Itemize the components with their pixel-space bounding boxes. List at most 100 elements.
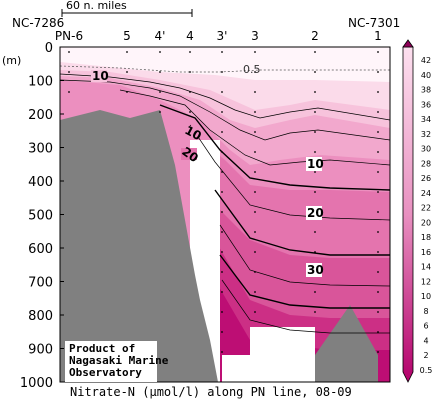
sample-dot	[159, 111, 161, 113]
colorbar-label: 38	[421, 86, 431, 95]
station-label: 4'	[155, 29, 166, 43]
sample-dot	[221, 151, 223, 153]
sample-dot	[189, 91, 191, 93]
contour-label: 10	[307, 157, 324, 171]
contour-label: 10	[92, 69, 109, 83]
colorbar-label: 26	[421, 174, 431, 183]
colorbar-label: 32	[421, 130, 431, 139]
credit-box: Product of Nagasaki Marine Observatory	[65, 341, 169, 382]
contour-line	[219, 254, 390, 309]
colorbar-labels: 424038363432302826242220181614121086420.…	[420, 56, 433, 375]
end-station-id: NC-7301	[348, 16, 400, 30]
sample-dot	[314, 111, 316, 113]
sample-dot	[68, 71, 70, 73]
sample-dot	[254, 291, 256, 293]
sample-dot	[377, 111, 379, 113]
no-data-region	[222, 327, 315, 382]
sample-dot	[377, 71, 379, 73]
sample-dot	[314, 291, 316, 293]
sample-dot	[314, 151, 316, 153]
y-tick-label: 300	[28, 142, 53, 157]
chart-caption: Nitrate-N (μmol/l) along PN line, 08-09	[70, 385, 352, 399]
sample-dot	[377, 51, 379, 53]
colorbar-label: 16	[421, 248, 431, 257]
contour-label-bg	[91, 70, 107, 82]
sample-dot	[377, 351, 379, 353]
sample-dot	[221, 71, 223, 73]
contour-line	[219, 224, 391, 287]
y-tick-label: 1000	[20, 376, 53, 391]
y-tick-label: 900	[28, 343, 53, 358]
sample-dot	[221, 51, 223, 53]
scale-bar: 60 n. miles	[61, 0, 193, 17]
station-label: 5	[123, 29, 131, 43]
contour-line	[189, 124, 391, 221]
surface-contour	[59, 65, 390, 73]
seafloor	[60, 110, 218, 382]
station-labels: PN-6 5 4' 4 3' 3 2 1	[55, 29, 382, 43]
colorbar: 424038363432302826242220181614121086420.…	[402, 39, 433, 383]
colorbar-label: 36	[421, 100, 431, 109]
colorbar-label: 4	[423, 336, 428, 345]
sample-dot	[254, 311, 256, 313]
y-axis-label: (m)	[2, 54, 21, 67]
contour-label-bg	[181, 148, 197, 160]
sample-dot	[314, 311, 316, 313]
sample-dot	[159, 71, 161, 73]
colorbar-label: 24	[421, 189, 431, 198]
sample-dot	[314, 231, 316, 233]
sample-dot	[314, 91, 316, 93]
sample-dot	[254, 171, 256, 173]
sample-dot	[159, 91, 161, 93]
sample-dot	[377, 251, 379, 253]
colorbar-label: 14	[421, 263, 431, 272]
sample-dot	[221, 291, 223, 293]
start-station-id: NC-7286	[12, 16, 64, 30]
sample-dot	[377, 211, 379, 213]
sample-dot	[377, 191, 379, 193]
contour-label: 30	[307, 263, 324, 277]
station-label: 2	[311, 29, 319, 43]
contour-label-bg	[306, 206, 322, 220]
sample-dot	[221, 231, 223, 233]
y-tick-label: 0	[45, 41, 53, 56]
colorbar-label: 34	[421, 115, 431, 124]
seafloor	[315, 305, 378, 382]
credit-line: Nagasaki Marine	[69, 354, 169, 367]
sample-dot	[314, 251, 316, 253]
sample-dot	[377, 311, 379, 313]
sample-dot	[221, 311, 223, 313]
sample-dot	[254, 111, 256, 113]
sample-dot	[377, 91, 379, 93]
scale-bar-label: 60 n. miles	[66, 0, 127, 12]
sample-dot	[254, 151, 256, 153]
colorbar-top	[402, 39, 414, 48]
sample-dot	[221, 111, 223, 113]
sample-dot	[377, 231, 379, 233]
station-label: 4	[186, 29, 194, 43]
sample-dot	[377, 151, 379, 153]
sample-dot	[221, 91, 223, 93]
colorbar-label: 10	[421, 292, 431, 301]
sample-dot	[254, 131, 256, 133]
sample-dot	[254, 251, 256, 253]
sample-dot	[314, 51, 316, 53]
sample-dot	[126, 91, 128, 93]
y-tick-label: 500	[28, 209, 53, 224]
contour-line	[221, 279, 390, 334]
colorbar-label: 22	[421, 204, 431, 213]
colorbar-label: 6	[423, 322, 428, 331]
sample-dot	[221, 351, 223, 353]
sample-dot	[189, 71, 191, 73]
sample-dot	[377, 291, 379, 293]
y-tick-label: 400	[28, 175, 53, 190]
sample-dot	[221, 131, 223, 133]
sample-dot	[221, 211, 223, 213]
sample-dot	[314, 171, 316, 173]
colorbar-label: 0.5	[420, 366, 433, 375]
sample-dot	[377, 331, 379, 333]
sample-dot	[314, 191, 316, 193]
colorbar-label: 42	[421, 56, 431, 65]
sample-dot	[254, 91, 256, 93]
